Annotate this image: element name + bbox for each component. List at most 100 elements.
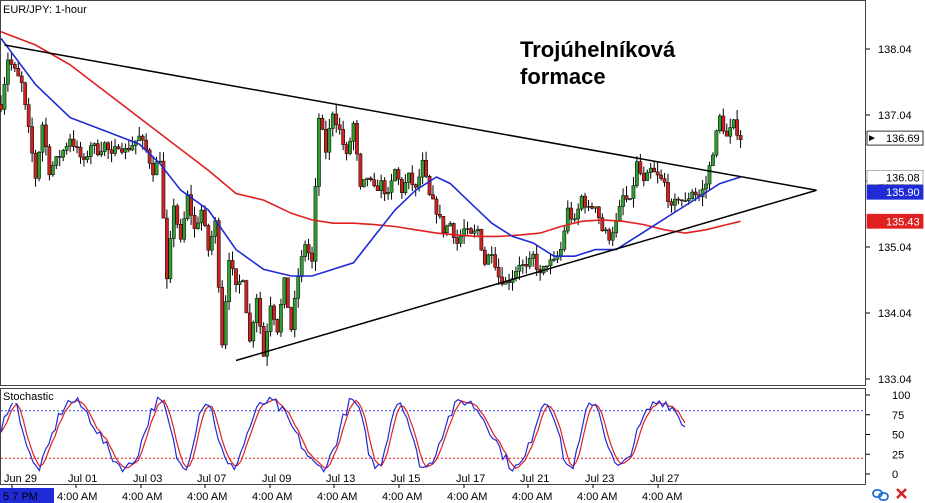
price-tag-arrow <box>869 135 875 142</box>
candle-body <box>603 229 608 232</box>
symbol-label-bg <box>1 1 89 17</box>
candle-body <box>386 192 390 195</box>
candle-body <box>154 161 159 176</box>
symbol-label: EUR/JPY: 1-hour <box>3 4 87 16</box>
candle-body <box>472 230 477 234</box>
price-tag-bg <box>866 213 924 229</box>
link-icon[interactable] <box>872 489 889 501</box>
annotation-line-1: Trojúhelníková <box>520 37 676 62</box>
candle-body <box>192 214 197 229</box>
candle-body <box>662 178 667 183</box>
price-tag-current: 136.69 <box>866 130 924 146</box>
price-tag-bg <box>866 169 924 185</box>
candle-body <box>690 191 695 200</box>
candle-body <box>99 151 104 156</box>
candle-body <box>102 142 107 152</box>
candle-body <box>147 149 152 164</box>
candle-body <box>78 146 83 158</box>
candle-body <box>285 277 290 308</box>
candle-body <box>324 129 328 153</box>
date-tick-label: Jul 03 <box>133 473 162 485</box>
candle-body <box>382 180 387 195</box>
candle-body <box>431 194 435 200</box>
date-tick-label: Jul 21 <box>520 473 549 485</box>
candle-body <box>258 298 263 327</box>
annotation-line-2: formace <box>520 64 606 89</box>
candle-body <box>641 173 646 181</box>
trendline-lower <box>235 189 817 362</box>
stochastic-label-bg <box>1 389 57 403</box>
candle-body <box>2 83 7 110</box>
candle-body <box>365 177 370 180</box>
candle-body <box>465 228 470 230</box>
candle-body <box>655 171 660 176</box>
stochastic-plot-frame <box>0 388 866 485</box>
candle-body <box>441 216 446 234</box>
candle-body <box>593 206 598 209</box>
candle-body <box>123 148 128 153</box>
candle-body <box>569 207 574 220</box>
candle-body <box>586 206 591 208</box>
candle-body <box>673 198 677 206</box>
trendline-upper <box>4 44 817 191</box>
candle-body <box>216 220 221 288</box>
candle-body <box>237 281 242 285</box>
stochastic-label: Stochastic <box>3 391 54 403</box>
candle-body <box>54 156 59 166</box>
candle-body <box>348 141 352 154</box>
candle-body <box>679 199 684 202</box>
stochastic-axis: 100 75 50 25 0 <box>866 390 910 481</box>
candle-body <box>203 209 207 226</box>
candle-body <box>621 195 625 207</box>
candle-body <box>486 254 491 265</box>
candle-body <box>400 178 404 193</box>
candle-body <box>265 331 269 357</box>
candle-body <box>669 201 674 206</box>
candle-body <box>576 208 581 220</box>
candle-body <box>313 186 318 262</box>
candle-body <box>500 276 504 285</box>
time-tick-label: 4:00 AM <box>317 491 357 503</box>
candle-body <box>714 130 719 156</box>
candle-body <box>617 206 622 221</box>
candle-body <box>607 229 612 241</box>
candle-body <box>189 194 193 216</box>
time-tick-label: 4:00 AM <box>512 491 552 503</box>
candle-body <box>9 59 14 65</box>
candle-body <box>493 254 498 268</box>
candle-body <box>82 156 86 160</box>
price-tag-bg <box>866 130 924 146</box>
candle-body <box>296 276 301 299</box>
close-icon[interactable] <box>896 488 907 499</box>
candle-body <box>372 179 377 187</box>
candle-body <box>659 174 663 179</box>
candle-body <box>721 115 726 132</box>
candle-body <box>199 209 204 224</box>
candle-body <box>693 191 698 196</box>
time-axis: Jun 29 Jul 01 Jul 03 Jul 07 Jul 09 Jul 13 Jul … <box>0 473 682 503</box>
candle-body <box>552 258 556 261</box>
candle-body <box>624 195 629 200</box>
candle-body <box>247 312 252 342</box>
candle-body <box>40 124 45 153</box>
candle-body <box>61 150 66 158</box>
candle-body <box>583 195 587 208</box>
price-tick-label: 137.04 <box>878 110 912 122</box>
candle-body <box>16 68 21 77</box>
time-tick-label: 4:00 AM <box>122 491 162 503</box>
candle-body <box>244 280 249 314</box>
candle-body <box>71 138 76 147</box>
candle-body <box>171 205 176 239</box>
stochastic-tick-label: 25 <box>892 449 904 461</box>
candle-body <box>489 254 494 256</box>
candle-body <box>292 297 297 330</box>
candle-body <box>85 156 90 160</box>
candle-body <box>223 301 228 346</box>
stochastic-tick-label: 50 <box>892 430 904 442</box>
price-tag-label: 135.43 <box>886 216 920 228</box>
candle-body <box>648 167 653 173</box>
candle-body <box>735 119 739 136</box>
candle-body <box>334 113 339 126</box>
date-tick-label: Jul 23 <box>585 473 614 485</box>
candle-body <box>479 229 484 251</box>
